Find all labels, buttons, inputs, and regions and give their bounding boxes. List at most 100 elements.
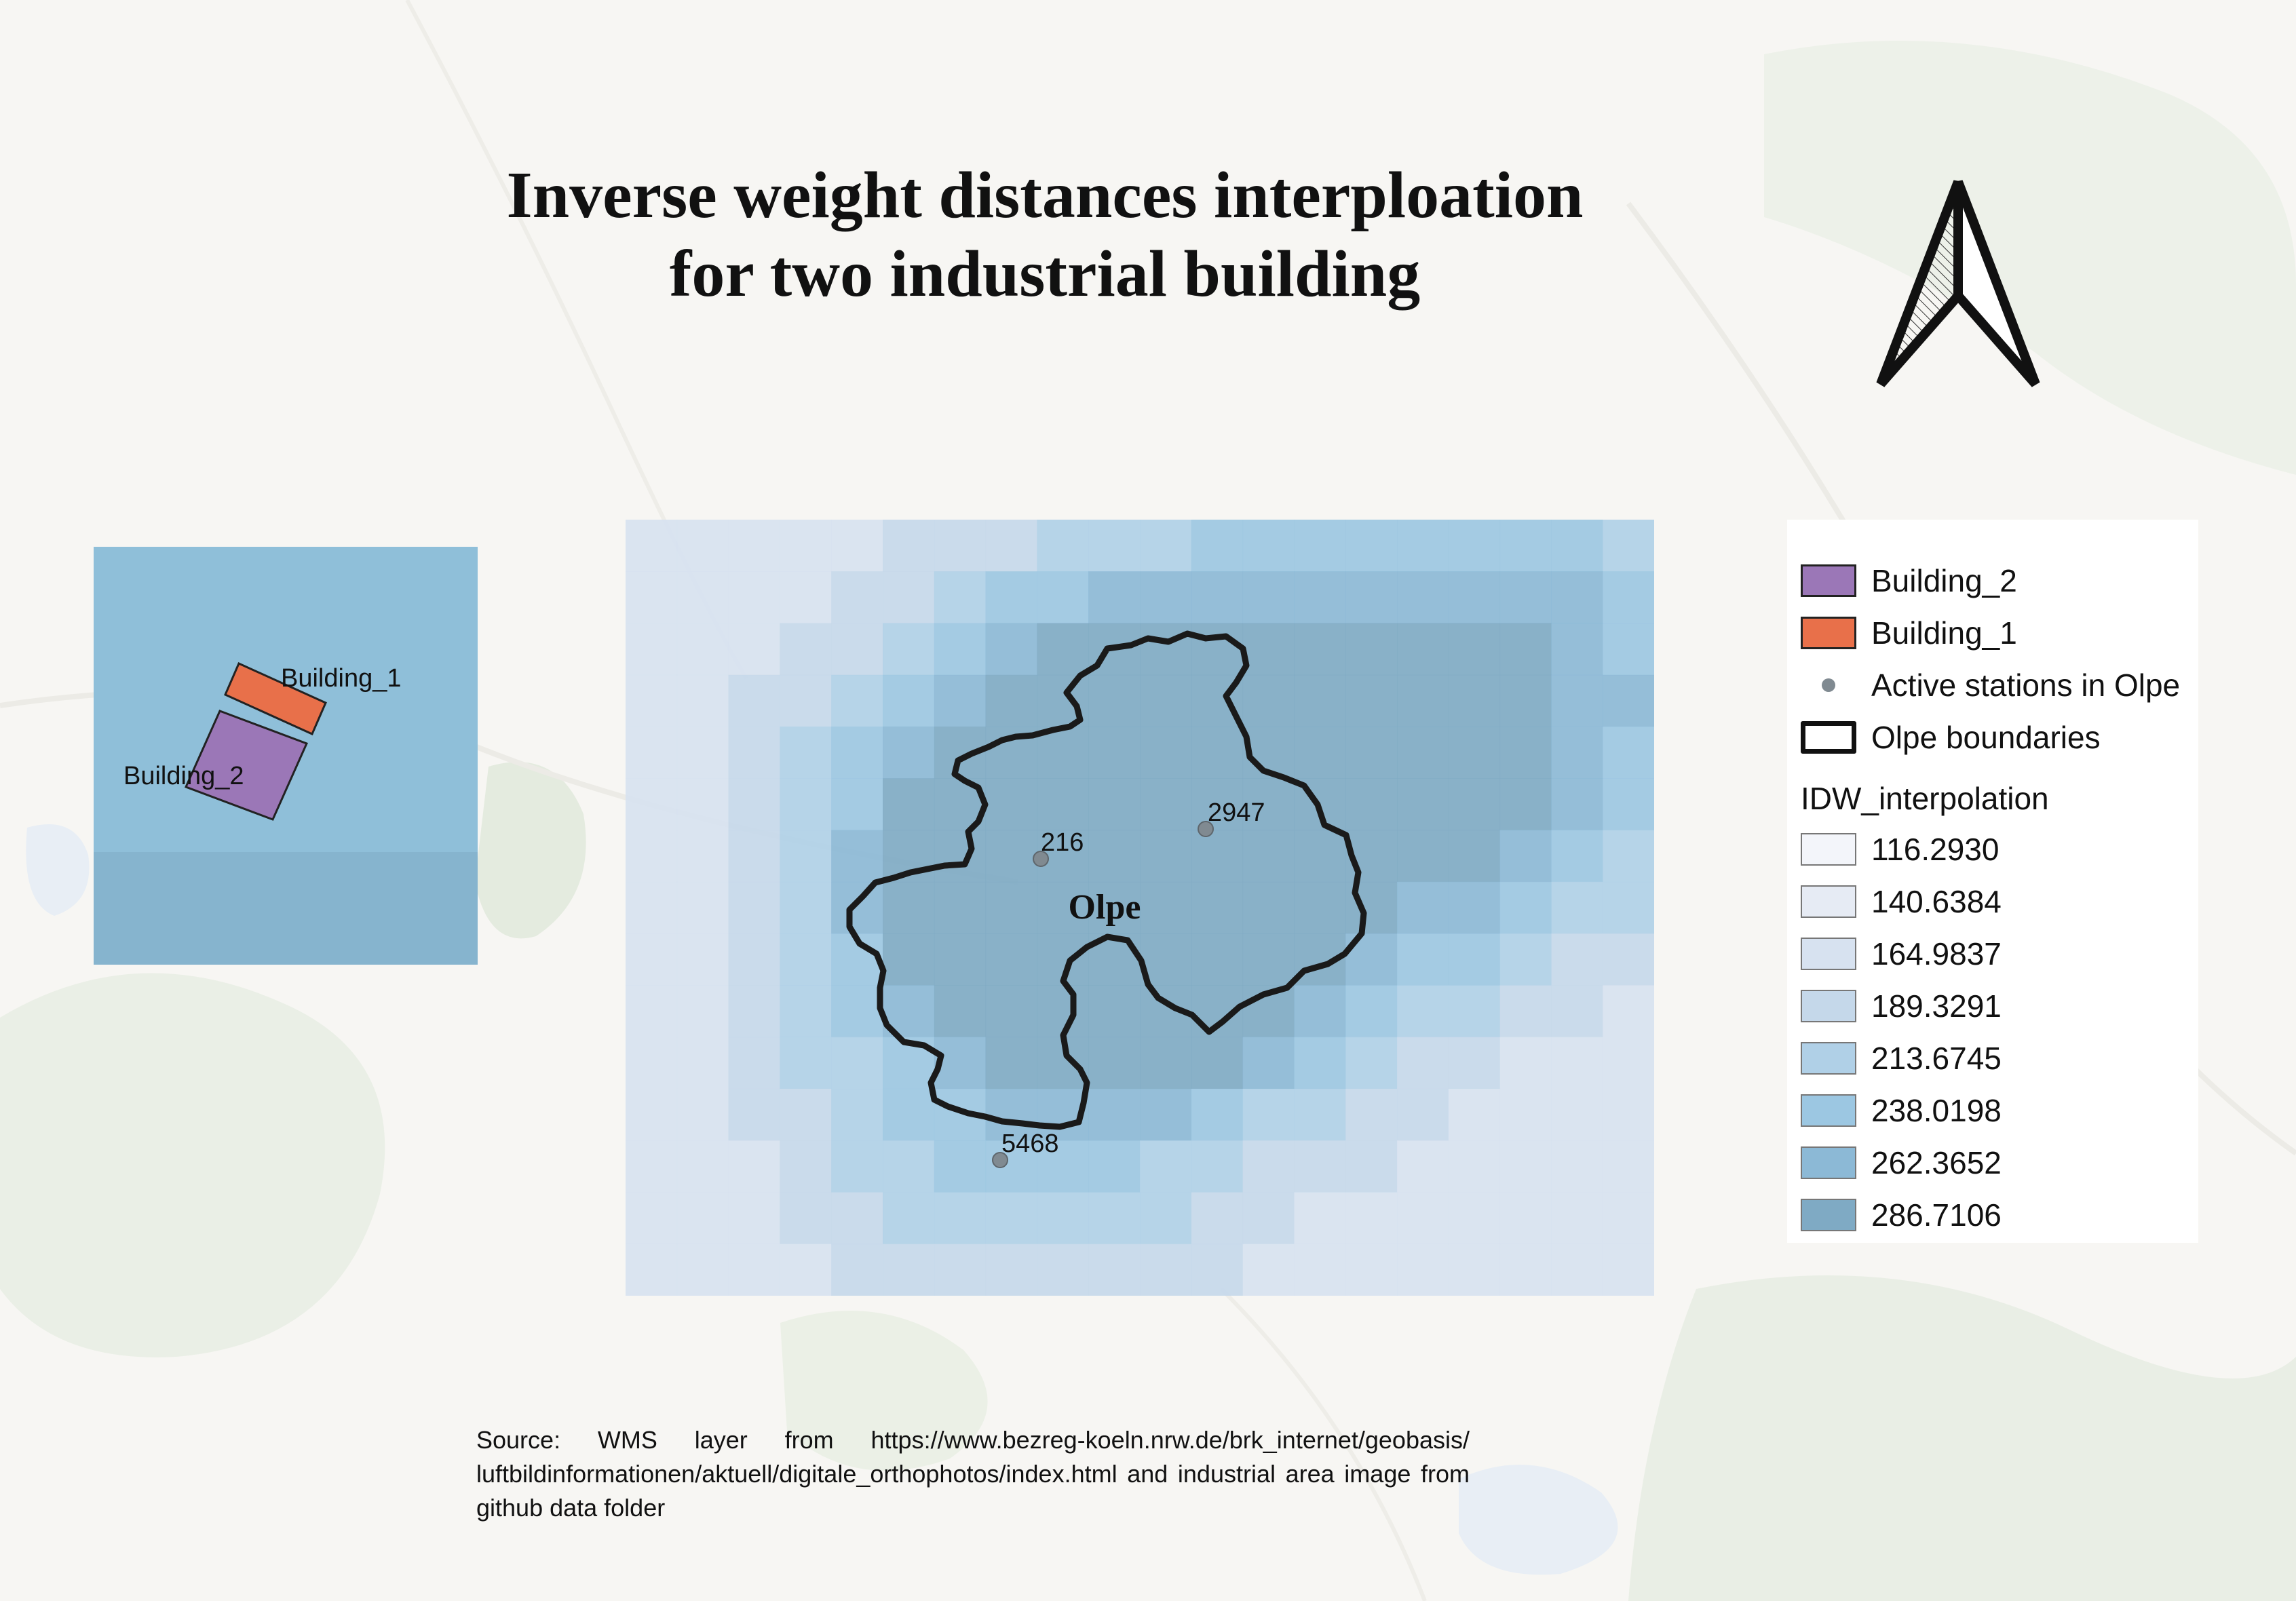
building-1-polygon[interactable] <box>224 662 327 735</box>
idw-cell <box>831 1140 883 1193</box>
idw-cell <box>1397 674 1449 727</box>
idw-cell <box>1294 881 1346 934</box>
idw-cell <box>1551 881 1603 934</box>
idw-cell <box>1448 674 1501 727</box>
idw-cell <box>626 623 678 676</box>
olpe-boundary[interactable] <box>846 630 1367 1130</box>
idw-cell <box>1088 1037 1141 1089</box>
idw-cell <box>1242 520 1295 572</box>
idw-cell <box>934 1037 987 1089</box>
idw-cell <box>1294 623 1346 676</box>
legend-ramp-swatch <box>1801 1042 1856 1075</box>
legend-item-olpe-boundaries: Olpe boundaries <box>1801 717 2101 758</box>
idw-cell <box>626 985 678 1038</box>
building-2-polygon[interactable] <box>184 710 309 821</box>
idw-cell <box>1603 985 1654 1038</box>
idw-cell <box>1294 1192 1346 1245</box>
idw-cell <box>728 933 780 986</box>
road <box>1219 1287 1427 1601</box>
idw-cell <box>1088 1192 1141 1245</box>
legend-outline-icon <box>1801 721 1856 754</box>
idw-cell <box>1551 778 1603 831</box>
idw-cell <box>831 727 883 779</box>
idw-cell <box>1448 1140 1501 1193</box>
idw-cell <box>1603 727 1654 779</box>
idw-cell <box>676 830 729 883</box>
legend-ramp-item: 286.7106 <box>1801 1195 2002 1235</box>
idw-cell <box>1088 520 1141 572</box>
idw-cell <box>1140 1037 1192 1089</box>
station-point-216[interactable] <box>1033 851 1049 867</box>
idw-cell <box>1191 727 1244 779</box>
idw-cell <box>1191 1192 1244 1245</box>
idw-cell <box>728 674 780 727</box>
idw-cell <box>1551 1243 1603 1296</box>
idw-cell <box>831 1243 883 1296</box>
idw-cell <box>1499 1140 1552 1193</box>
idw-cell <box>728 1243 780 1296</box>
idw-cell <box>1448 623 1501 676</box>
idw-cell <box>1499 674 1552 727</box>
idw-cell <box>1397 830 1449 883</box>
idw-cell <box>1191 1243 1244 1296</box>
idw-cell <box>626 778 678 831</box>
idw-cell <box>1603 881 1654 934</box>
station-point-5468[interactable] <box>992 1152 1008 1168</box>
idw-cell <box>1088 778 1141 831</box>
legend-ramp-item: 189.3291 <box>1801 986 2002 1026</box>
idw-cell <box>728 1192 780 1245</box>
idw-cell <box>626 727 678 779</box>
legend-ramp-swatch <box>1801 1199 1856 1231</box>
idw-cell <box>1037 623 1089 676</box>
idw-cell <box>1191 520 1244 572</box>
idw-cell <box>831 830 883 883</box>
idw-cell <box>831 778 883 831</box>
idw-cell <box>1191 881 1244 934</box>
area-label-olpe: Olpe <box>1069 888 1141 927</box>
legend-ramp-item: 164.9837 <box>1801 933 2002 974</box>
idw-cell <box>1448 1037 1501 1089</box>
idw-cell <box>1140 727 1192 779</box>
idw-cell <box>1345 1088 1398 1141</box>
idw-cell <box>1499 1192 1552 1245</box>
building-1-label: Building_1 <box>281 664 401 693</box>
idw-cell <box>1037 778 1089 831</box>
station-point-2947[interactable] <box>1198 821 1214 837</box>
idw-cell <box>1037 571 1089 624</box>
idw-cell <box>1088 1140 1141 1193</box>
idw-cell <box>1037 727 1089 779</box>
idw-cell <box>1397 1140 1449 1193</box>
idw-cell <box>883 520 935 572</box>
forest-patch <box>475 762 586 939</box>
idw-cell <box>883 1088 935 1141</box>
idw-cell <box>934 674 987 727</box>
idw-cell <box>883 881 935 934</box>
idw-cell <box>1294 830 1346 883</box>
legend: Building_2 Building_1 Active stations in… <box>1787 520 2198 1243</box>
idw-cell <box>1345 1140 1398 1193</box>
legend-ramp-item: 213.6745 <box>1801 1038 2002 1079</box>
legend-label: Olpe boundaries <box>1871 720 2101 755</box>
idw-cell <box>1294 520 1346 572</box>
idw-cell <box>626 571 678 624</box>
idw-cell <box>1397 1088 1449 1141</box>
source-note: Source: WMS layer from https://www.bezre… <box>476 1426 1470 1522</box>
idw-cell <box>883 674 935 727</box>
idw-cell <box>1603 1088 1654 1141</box>
idw-cell <box>1140 1088 1192 1141</box>
idw-cell <box>1551 933 1603 986</box>
idw-cell <box>1448 520 1501 572</box>
idw-cell <box>1603 674 1654 727</box>
idw-cell <box>626 1140 678 1193</box>
idw-cell <box>1551 571 1603 624</box>
idw-cell <box>1191 571 1244 624</box>
idw-cell <box>1140 1192 1192 1245</box>
idw-cell <box>934 571 987 624</box>
idw-cell <box>985 1140 1037 1193</box>
inset-map: Building_1 Building_2 <box>94 547 478 965</box>
idw-cell <box>1345 1037 1398 1089</box>
idw-cell <box>1448 1192 1501 1245</box>
lake <box>26 824 90 916</box>
legend-item-building-2: Building_2 <box>1801 560 2017 601</box>
building-2-label: Building_2 <box>123 762 244 790</box>
